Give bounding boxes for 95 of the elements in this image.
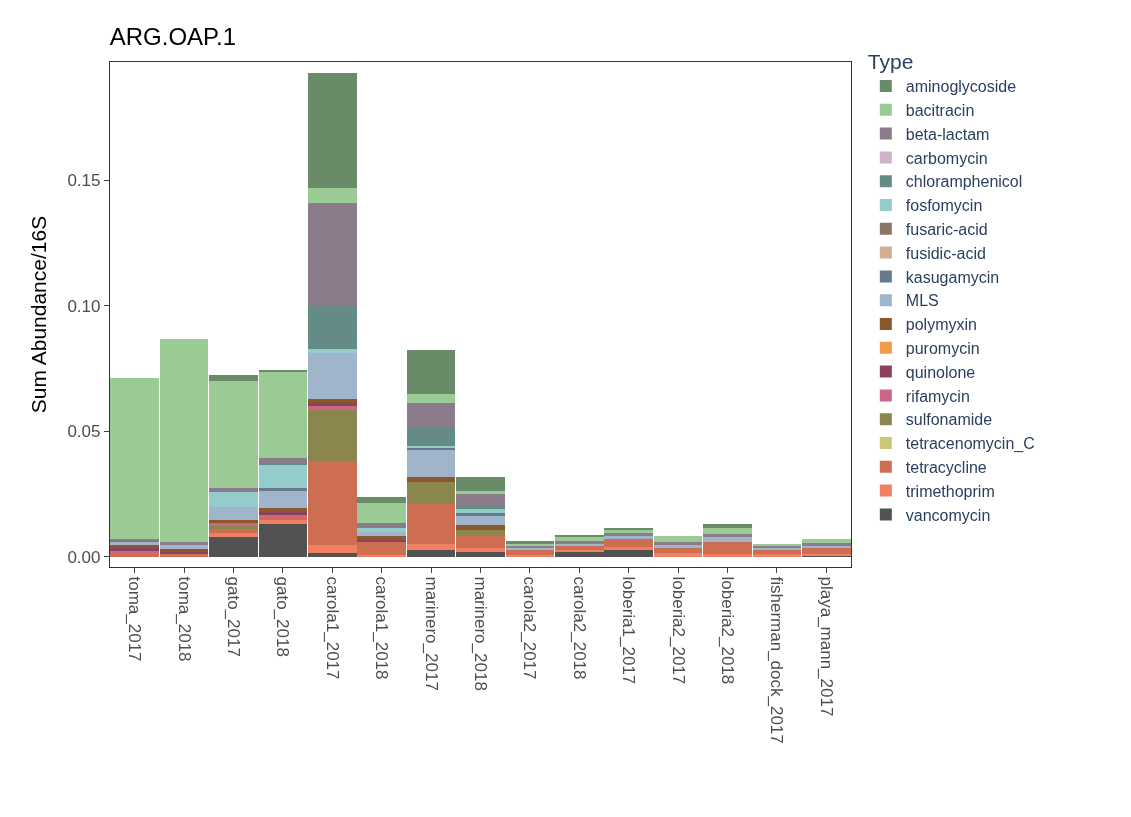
bar <box>308 73 357 189</box>
bar <box>357 497 406 504</box>
bar <box>456 505 505 509</box>
chart-title: ARG.OAP.1 <box>109 23 236 51</box>
x-tick-label: loberia1_2017 <box>619 576 639 685</box>
bar <box>456 476 505 491</box>
bar <box>456 525 505 531</box>
x-tick-label: gato_2017 <box>223 576 243 657</box>
legend-label: tetracycline <box>905 459 987 477</box>
legend-label: aminoglycoside <box>905 78 1017 96</box>
legend-label: trimethoprim <box>905 482 995 500</box>
bar <box>406 449 456 477</box>
bar <box>456 530 505 537</box>
legend-label: fosfomycin <box>905 197 983 215</box>
bar <box>258 464 308 488</box>
legend-title: Type <box>867 50 914 74</box>
bar <box>802 539 851 544</box>
bar <box>308 352 357 399</box>
bar <box>357 554 406 557</box>
y-tick-label: 0.05 <box>67 422 101 442</box>
legend-label: MLS <box>905 292 939 310</box>
x-tick-label: loberia2_2017 <box>668 576 688 685</box>
bar <box>604 547 653 550</box>
legend-label: sulfonamide <box>905 411 993 429</box>
bar <box>308 405 357 410</box>
bar <box>308 203 357 306</box>
bar <box>209 532 258 537</box>
bar <box>456 490 505 495</box>
legend-label: vancomycin <box>905 506 991 524</box>
bar <box>110 541 159 546</box>
bar <box>308 305 357 349</box>
bar <box>456 508 505 513</box>
legend-label: chloramphenicol <box>905 173 1023 191</box>
bar <box>703 528 752 535</box>
bar <box>357 528 406 533</box>
x-tick-label: marinero_2018 <box>470 576 490 691</box>
bar <box>406 350 456 394</box>
bar <box>703 524 752 529</box>
bar <box>456 494 505 506</box>
legend-label: carbomycin <box>905 149 988 167</box>
bar <box>209 492 258 508</box>
bar <box>308 409 357 462</box>
bar <box>406 393 456 403</box>
legend-label: bacitracin <box>905 102 975 120</box>
legend-label: fusidic-acid <box>905 244 986 262</box>
bar <box>258 457 308 463</box>
bar <box>505 550 555 555</box>
bar <box>308 188 357 204</box>
bar <box>703 537 752 543</box>
bar <box>357 532 406 537</box>
bar <box>357 503 406 524</box>
bar <box>406 481 456 504</box>
bar <box>308 545 357 553</box>
bar <box>357 523 406 529</box>
bar <box>258 462 308 465</box>
bar <box>258 507 308 512</box>
x-tick-label: carola1_2018 <box>372 576 392 680</box>
y-tick-label: 0.00 <box>67 547 101 567</box>
x-tick-label: loberia2_2018 <box>717 576 737 685</box>
bar <box>308 398 357 403</box>
x-tick-label: fisherman_dock_2017 <box>767 576 787 744</box>
bar <box>258 487 308 491</box>
legend-label: fusaric-acid <box>905 221 988 239</box>
legend-label: tetracenomycin_C <box>905 435 1035 454</box>
y-tick-label: 0.10 <box>67 296 101 316</box>
legend-label: quinolone <box>905 363 976 381</box>
legend-label: rifamycin <box>905 387 970 405</box>
bar <box>308 402 357 406</box>
x-tick-label: carola2_2018 <box>569 576 589 680</box>
legend-label: polymyxin <box>905 316 977 334</box>
bar <box>209 375 258 382</box>
bar <box>159 545 209 550</box>
bar <box>653 536 703 543</box>
x-tick-label: toma_2017 <box>125 576 145 662</box>
bar <box>357 536 406 541</box>
bar <box>456 512 505 516</box>
bar <box>406 476 456 482</box>
bar <box>406 402 456 428</box>
legend-label: beta-lactam <box>905 125 990 143</box>
y-axis-title: Sum Abundance/16S <box>26 215 50 414</box>
x-tick-label: gato_2018 <box>273 576 293 657</box>
bar <box>159 542 209 546</box>
x-tick-label: marinero_2017 <box>421 576 441 691</box>
x-tick-label: carola1_2017 <box>322 576 342 680</box>
y-tick-label: 0.15 <box>67 171 101 191</box>
legend-label: puromycin <box>905 340 980 358</box>
bar <box>703 534 752 538</box>
x-tick-label: playa_mann_2017 <box>816 576 836 717</box>
legend-label: kasugamycin <box>905 268 1000 286</box>
x-tick-label: toma_2018 <box>174 576 194 662</box>
bar <box>456 516 505 526</box>
bar <box>308 348 357 353</box>
x-tick-label: carola2_2017 <box>520 576 540 680</box>
bar <box>258 520 308 525</box>
bar <box>406 427 456 446</box>
